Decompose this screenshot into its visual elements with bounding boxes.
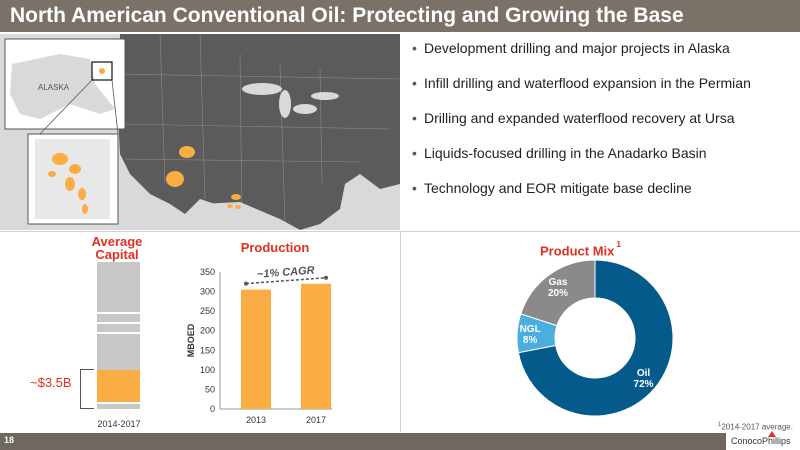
production-bar	[241, 289, 271, 409]
donut-slice-gas	[520, 259, 596, 327]
capital-x-label: 2014-2017	[97, 419, 141, 429]
footnote-marker: 1	[718, 422, 722, 428]
page-title: North American Conventional Oil: Protect…	[10, 4, 684, 27]
donut-slice-oil	[517, 259, 674, 417]
horizontal-divider	[0, 231, 800, 232]
bar-segment-divider	[97, 402, 140, 404]
x-tick-label: 2017	[306, 415, 326, 425]
map-graphic: ALASKA	[0, 34, 400, 230]
y-tick-label: 350	[200, 267, 215, 277]
capital-title: Average Capital	[91, 234, 143, 262]
slice-name-label: Oil	[637, 368, 651, 379]
product-mix-footnote-marker: 1	[616, 240, 621, 249]
bar-segment-divider	[97, 312, 140, 314]
y-tick-label: 200	[200, 326, 215, 336]
slice-value-label: 20%	[548, 288, 568, 299]
production-chart: 0 50 100 150 200 250 300 350 MBOED 2013 2017 ~1% CA…	[186, 265, 332, 425]
slice-value-label: 72%	[634, 379, 654, 390]
y-tick-label: 150	[200, 345, 215, 355]
y-tick-label: 100	[200, 365, 215, 375]
bullet-item: Drilling and expanded waterflood recover…	[412, 108, 797, 143]
production-title: Production	[240, 240, 310, 255]
slice-value-label: 8%	[523, 335, 538, 346]
y-axis-label: MBOED	[186, 323, 196, 357]
bar-segment-divider	[97, 332, 140, 334]
product-mix-title: Product Mix 1	[540, 240, 630, 259]
bullet-item: Development drilling and major projects …	[412, 38, 797, 73]
bullet-item: Technology and EOR mitigate base decline	[412, 178, 797, 213]
bullet-list: Development drilling and major projects …	[412, 38, 797, 213]
company-logo: ConocoPhillips	[726, 431, 800, 450]
bar-segment-divider	[97, 322, 140, 324]
capital-bracket	[80, 369, 94, 409]
capital-highlight-segment	[97, 370, 140, 402]
capital-value-label: ~$3.5B	[30, 375, 72, 390]
alaska-inset: ALASKA	[4, 38, 126, 135]
cagr-arrow-end	[324, 275, 328, 280]
production-bar	[301, 283, 331, 409]
bullet-item: Liquids-focused drilling in the Anadarko…	[412, 143, 797, 178]
logo-text: ConocoPhillips	[731, 436, 791, 446]
logo-mark-icon	[768, 431, 776, 437]
alaska-label: ALASKA	[38, 83, 70, 92]
footer-bar: 18	[0, 433, 800, 450]
north-america-map: ALASKA	[0, 34, 400, 230]
y-tick-label: 250	[200, 306, 215, 316]
slice-name-label: Gas	[549, 277, 568, 288]
vertical-divider	[400, 232, 401, 432]
north-slope-inset	[27, 133, 119, 225]
page-number: 18	[4, 435, 15, 445]
y-tick-label: 0	[210, 404, 215, 414]
footnote: 12014-2017 average.	[718, 422, 793, 432]
cagr-arrow	[245, 276, 327, 285]
x-tick-label: 2013	[246, 415, 266, 425]
y-tick-label: 50	[205, 384, 215, 394]
cagr-arrow-start	[244, 281, 248, 286]
slice-name-label: NGL	[520, 324, 541, 335]
y-tick-label: 300	[200, 287, 215, 297]
title-bar: North American Conventional Oil: Protect…	[0, 0, 800, 32]
capital-stacked-bar	[97, 262, 140, 409]
bullet-item: Infill drilling and waterflood expansion…	[412, 73, 797, 108]
cagr-label: ~1% CAGR	[257, 265, 316, 281]
product-mix-title-text: Product Mix	[540, 243, 615, 259]
footnote-text: 2014-2017 average.	[721, 422, 793, 432]
